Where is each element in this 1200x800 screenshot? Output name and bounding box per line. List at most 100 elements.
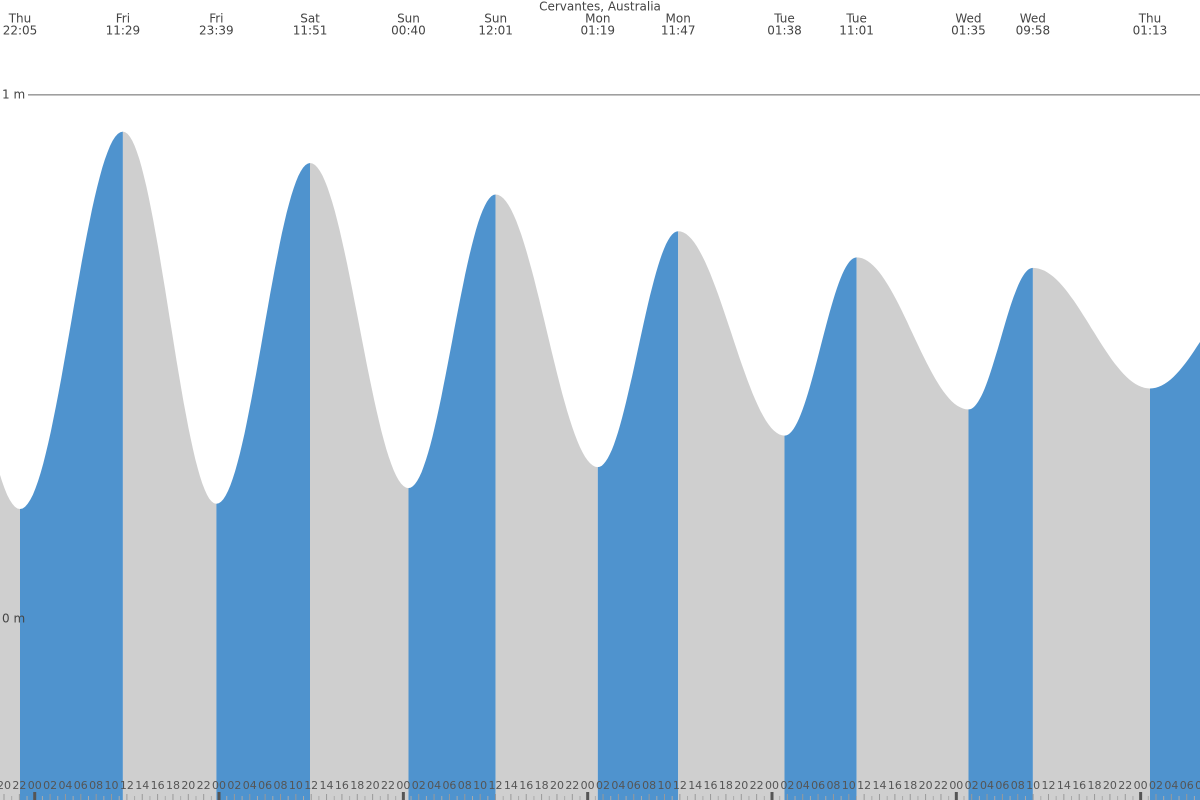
tide-segment xyxy=(678,231,785,800)
hour-label: 10 xyxy=(289,779,303,792)
tide-segment xyxy=(495,194,598,800)
extreme-day: Mon xyxy=(666,12,691,26)
hour-label: 04 xyxy=(611,779,625,792)
hour-label: 14 xyxy=(1057,779,1071,792)
tide-segment xyxy=(784,257,857,800)
hour-label: 20 xyxy=(366,779,380,792)
hour-label: 20 xyxy=(550,779,564,792)
hour-label: 18 xyxy=(719,779,733,792)
hour-label: 02 xyxy=(43,779,57,792)
hour-label: 22 xyxy=(565,779,579,792)
hour-label: 00 xyxy=(581,779,595,792)
hour-label: 08 xyxy=(1195,779,1200,792)
hour-label: 14 xyxy=(320,779,334,792)
tide-segment xyxy=(968,267,1033,800)
hour-label: 00 xyxy=(396,779,410,792)
hour-label: 08 xyxy=(273,779,287,792)
hour-label: 22 xyxy=(197,779,211,792)
hour-label: 14 xyxy=(873,779,887,792)
extreme-day: Thu xyxy=(1138,12,1162,26)
extreme-time: 01:19 xyxy=(580,24,615,38)
hour-label: 04 xyxy=(427,779,441,792)
extreme-time: 09:58 xyxy=(1016,24,1051,38)
hour-label: 12 xyxy=(1041,779,1055,792)
hour-label: 04 xyxy=(1164,779,1178,792)
tide-segment xyxy=(1032,267,1150,800)
hour-label: 06 xyxy=(811,779,825,792)
hour-label: 20 xyxy=(181,779,195,792)
hour-label: 18 xyxy=(166,779,180,792)
tide-segment xyxy=(408,194,496,800)
hour-label: 06 xyxy=(627,779,641,792)
hour-label: 02 xyxy=(965,779,979,792)
hour-label: 08 xyxy=(1011,779,1025,792)
tide-segment xyxy=(597,231,679,800)
extreme-day: Thu xyxy=(8,12,32,26)
hour-label: 12 xyxy=(120,779,134,792)
hour-label: 16 xyxy=(704,779,718,792)
tide-segment xyxy=(310,163,409,800)
extreme-time: 11:29 xyxy=(106,24,141,38)
hour-label: 16 xyxy=(151,779,165,792)
hour-label: 10 xyxy=(1026,779,1040,792)
hour-label: 22 xyxy=(381,779,395,792)
hour-label: 16 xyxy=(519,779,533,792)
tide-segment xyxy=(122,131,217,800)
hour-label: 00 xyxy=(212,779,226,792)
extreme-time: 11:51 xyxy=(293,24,328,38)
hour-label: 22 xyxy=(934,779,948,792)
hour-label: 18 xyxy=(350,779,364,792)
extreme-time: 01:38 xyxy=(767,24,802,38)
extreme-day: Wed xyxy=(1020,12,1046,26)
hour-label: 10 xyxy=(105,779,119,792)
hour-label: 04 xyxy=(980,779,994,792)
chart-title: Cervantes, Australia xyxy=(539,0,661,14)
extreme-time: 01:13 xyxy=(1133,24,1168,38)
hour-label: 04 xyxy=(796,779,810,792)
hour-label: 20 xyxy=(0,779,11,792)
hour-label: 20 xyxy=(919,779,933,792)
hour-label: 04 xyxy=(58,779,72,792)
extreme-time: 23:39 xyxy=(199,24,234,38)
y-tick-label: 0 m xyxy=(2,612,25,626)
extreme-time: 12:01 xyxy=(478,24,513,38)
hour-label: 16 xyxy=(335,779,349,792)
hour-label: 00 xyxy=(1134,779,1148,792)
extreme-time: 22:05 xyxy=(3,24,38,38)
hour-label: 08 xyxy=(826,779,840,792)
tide-area xyxy=(0,131,1200,800)
hour-label: 06 xyxy=(1180,779,1194,792)
hour-label: 22 xyxy=(1118,779,1132,792)
hour-label: 08 xyxy=(89,779,103,792)
hour-label: 02 xyxy=(227,779,241,792)
hour-label: 02 xyxy=(596,779,610,792)
y-tick-label: 1 m xyxy=(2,87,25,101)
hour-label: 08 xyxy=(458,779,472,792)
hour-label: 06 xyxy=(74,779,88,792)
extreme-time: 00:40 xyxy=(391,24,426,38)
hour-label: 16 xyxy=(888,779,902,792)
hour-label: 02 xyxy=(412,779,426,792)
hour-label: 20 xyxy=(1103,779,1117,792)
extreme-day: Tue xyxy=(773,12,795,26)
extreme-day: Mon xyxy=(585,12,610,26)
hour-label: 00 xyxy=(765,779,779,792)
extreme-time: 11:47 xyxy=(661,24,696,38)
hour-label: 18 xyxy=(535,779,549,792)
hour-label: 02 xyxy=(1149,779,1163,792)
tide-segment xyxy=(1150,341,1200,800)
hour-label: 04 xyxy=(243,779,257,792)
extreme-day: Sat xyxy=(300,12,320,26)
extreme-day: Wed xyxy=(955,12,981,26)
hour-label: 14 xyxy=(135,779,149,792)
hour-label: 14 xyxy=(504,779,518,792)
hour-label: 00 xyxy=(28,779,42,792)
hour-label: 20 xyxy=(734,779,748,792)
extreme-day: Sun xyxy=(397,12,420,26)
hour-label: 06 xyxy=(995,779,1009,792)
extreme-time: 01:35 xyxy=(951,24,986,38)
extreme-time: 11:01 xyxy=(839,24,874,38)
hour-label: 06 xyxy=(442,779,456,792)
